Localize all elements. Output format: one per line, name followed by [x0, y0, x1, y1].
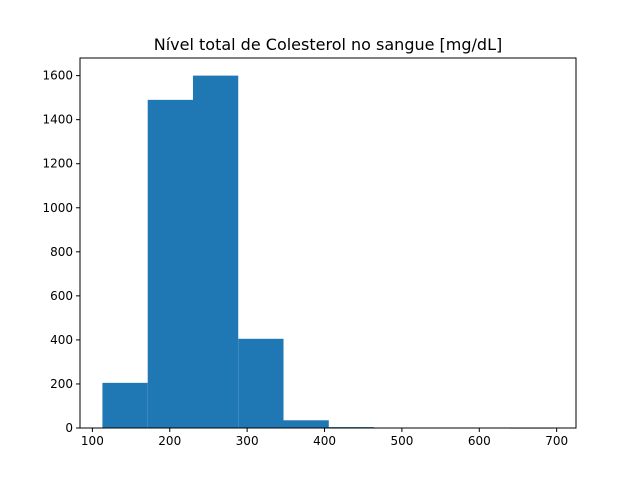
- y-tick-label: 1200: [42, 157, 73, 171]
- x-tick-label: 700: [545, 434, 568, 448]
- x-axis: 100 200 300 400 500 600 700: [81, 428, 568, 448]
- y-tick-label: 0: [65, 421, 73, 435]
- histogram-bar-2: [192, 75, 239, 429]
- x-tick-label: 200: [158, 434, 181, 448]
- plot-frame: [79, 57, 577, 429]
- histogram-bar-1: [147, 99, 193, 428]
- x-tick-label: 600: [468, 434, 491, 448]
- bars-group: [102, 75, 554, 429]
- chart-title: Nível total de Colesterol no sangue [mg/…: [154, 35, 502, 54]
- y-tick-label: 1600: [42, 69, 73, 83]
- y-tick-label: 1000: [42, 201, 73, 215]
- x-tick-label: 100: [81, 434, 104, 448]
- x-tick-label: 400: [313, 434, 336, 448]
- histogram-bar-0: [102, 382, 148, 428]
- y-axis: 0 200 400 600 800 1000 1200 1400 1600: [42, 69, 80, 435]
- x-tick-label: 300: [236, 434, 259, 448]
- histogram-bar-3: [238, 338, 284, 428]
- y-tick-label: 400: [50, 333, 73, 347]
- x-tick-label: 500: [390, 434, 413, 448]
- y-tick-label: 600: [50, 289, 73, 303]
- y-tick-label: 800: [50, 245, 73, 259]
- histogram-bar-4: [283, 420, 329, 428]
- y-tick-label: 1400: [42, 113, 73, 127]
- y-tick-label: 200: [50, 377, 73, 391]
